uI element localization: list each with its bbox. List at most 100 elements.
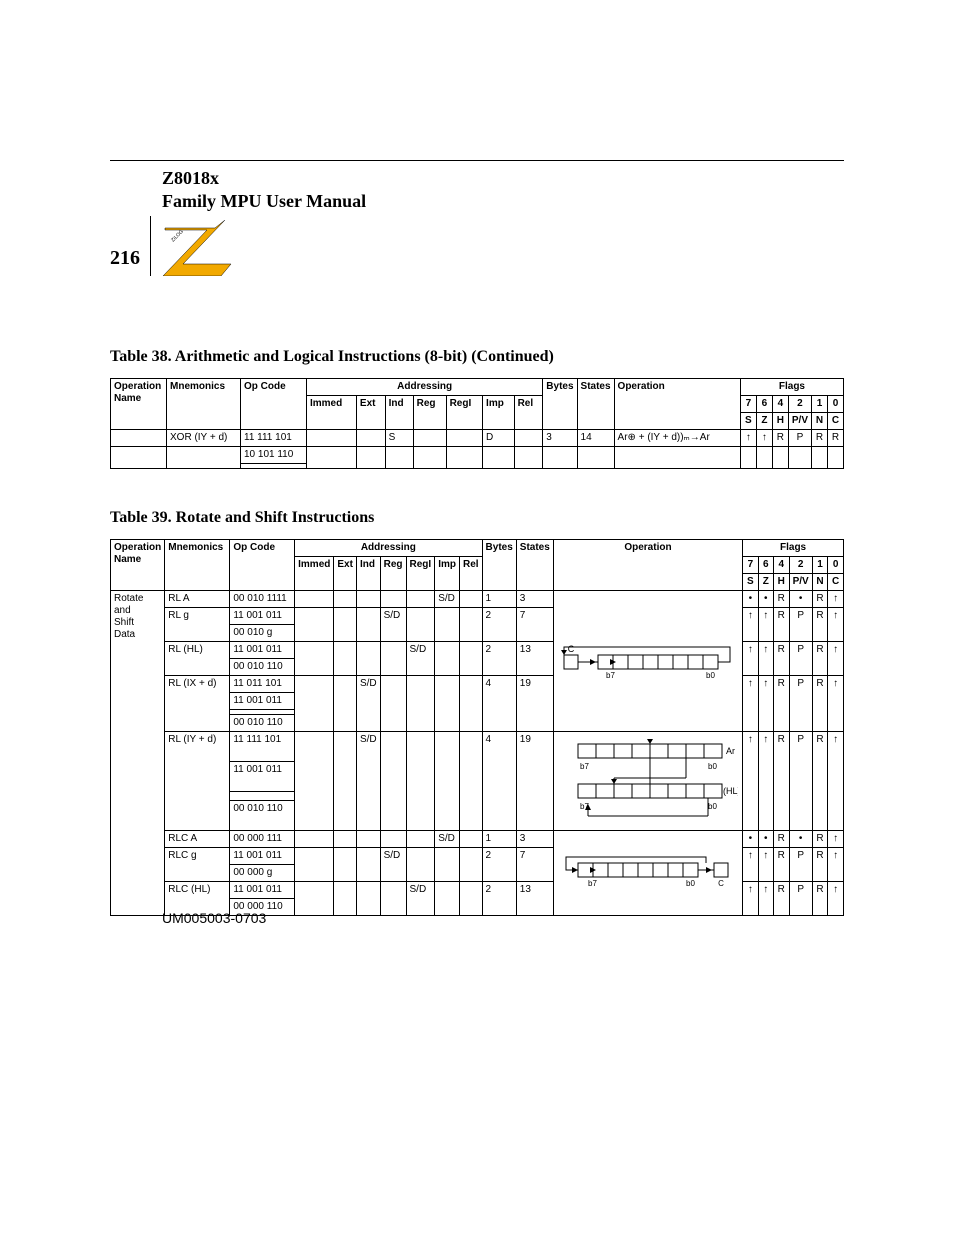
t38-h-mnem: Mnemonics [167, 379, 241, 430]
cell-immed [295, 848, 334, 882]
cell-reg [413, 447, 446, 469]
t38-h-regi: RegI [446, 396, 482, 430]
cell-states: 14 [577, 430, 614, 447]
cell-flag: ↑ [828, 591, 844, 608]
cell-reg [380, 642, 406, 676]
t38-h-addressing: Addressing [307, 379, 543, 396]
cell-flag: R [828, 430, 844, 447]
cell-mnemonic: RLC g [165, 848, 230, 882]
cell-mnemonic: RL A [165, 591, 230, 608]
cell-reg [380, 831, 406, 848]
cell-ext [334, 591, 357, 608]
cell-ext [356, 447, 385, 469]
cell-immed [295, 608, 334, 642]
cell-flag: • [743, 591, 758, 608]
t38-fh-s: S [740, 413, 756, 430]
subtitle: Family MPU User Manual [162, 190, 844, 213]
cell-flag: ↑ [758, 882, 773, 916]
cell-ind [356, 608, 380, 642]
cell-opcode: 11 001 011 [230, 882, 295, 899]
t39-h-addressing: Addressing [295, 540, 482, 557]
cell-flag: R [773, 831, 789, 848]
cell-reg [380, 676, 406, 732]
cell-flag: • [758, 831, 773, 848]
title-area: Z8018x Family MPU User Manual [110, 161, 844, 212]
cell-immed [307, 430, 357, 447]
t39-h-ext: Ext [334, 557, 357, 591]
cell-immed [295, 882, 334, 916]
cell-opcode: 00 010 110 [230, 715, 295, 732]
cell-rel [459, 848, 482, 882]
cell-flag: R [812, 848, 828, 882]
t39-h-immed: Immed [295, 557, 334, 591]
cell-immed [295, 591, 334, 608]
cell-ext [334, 676, 357, 732]
table-row: 10 101 110 [111, 447, 844, 464]
t39-h-bytes: Bytes [482, 540, 516, 591]
t39-fb-0: 0 [828, 557, 844, 574]
t38-fh-c: C [828, 413, 844, 430]
cell-states [577, 447, 614, 469]
cell-mnemonic: RLC A [165, 831, 230, 848]
cell-bytes: 1 [482, 831, 516, 848]
cell-states: 13 [516, 642, 553, 676]
cell-flag [828, 447, 844, 469]
cell-opcode: 00 000 g [230, 865, 295, 882]
cell-rel [459, 676, 482, 732]
cell-flag: P [789, 848, 812, 882]
cell-mnemonic: RL (HL) [165, 642, 230, 676]
cell-flag [740, 447, 756, 469]
cell-reg [380, 591, 406, 608]
cell-regi [406, 608, 435, 642]
cell-opcode: 00 010 g [230, 625, 295, 642]
cell-rel [459, 882, 482, 916]
t38-h-rel: Rel [514, 396, 543, 430]
t39-fh-z: Z [758, 574, 773, 591]
cell-regi: S/D [406, 882, 435, 916]
svg-text:b0: b0 [706, 671, 715, 680]
t39-h-imp: Imp [435, 557, 460, 591]
t39-fh-pv: P/V [789, 574, 812, 591]
cell-regi: S/D [406, 642, 435, 676]
cell-imp [435, 608, 460, 642]
cell-ind: S [385, 430, 413, 447]
cell-bytes: 2 [482, 882, 516, 916]
cell-states: 7 [516, 608, 553, 642]
table-row: XOR (IY + d)11 111 101SD314Ar⊕ + (IY + d… [111, 430, 844, 447]
cell-reg: S/D [380, 608, 406, 642]
cell-reg [380, 732, 406, 831]
cell-flag: P [788, 430, 811, 447]
cell-rel [459, 608, 482, 642]
cell-opcode [241, 464, 307, 469]
t39-h-rel: Rel [459, 557, 482, 591]
cell-flag: ↑ [758, 608, 773, 642]
cell-rel [514, 447, 543, 469]
t38-fh-h: H [772, 413, 788, 430]
cell-imp: S/D [435, 831, 460, 848]
t38-h-flags: Flags [740, 379, 843, 396]
cell-immed [307, 447, 357, 469]
cell-immed [295, 831, 334, 848]
cell-flag: P [789, 882, 812, 916]
cell-regi [406, 676, 435, 732]
svg-text:b0: b0 [708, 762, 717, 771]
cell-flag: • [789, 831, 812, 848]
cell-flag: R [812, 642, 828, 676]
cell-flag: ↑ [828, 848, 844, 882]
cell-opcode: 11 001 011 [230, 608, 295, 625]
t39-h-reg: Reg [380, 557, 406, 591]
cell-opcode: 11 111 101 [241, 430, 307, 447]
t39-fb-1: 1 [812, 557, 828, 574]
cell-operation-diagram: Ar b7 b0 b7 b0 (HL)ₘ [553, 732, 742, 831]
t39-fh-h: H [773, 574, 789, 591]
t38-fb-0: 0 [828, 396, 844, 413]
cell-ind [356, 831, 380, 848]
cell-flag: P [789, 676, 812, 732]
rotate-diagram-icon: C b7 b0 [558, 641, 738, 681]
t39-fb-7: 7 [743, 557, 758, 574]
cell-regi [406, 591, 435, 608]
cell-flag: R [773, 676, 789, 732]
cell-imp [435, 642, 460, 676]
zilog-logo-icon: ZiLOG [159, 220, 237, 276]
page-number: 216 [110, 216, 151, 276]
